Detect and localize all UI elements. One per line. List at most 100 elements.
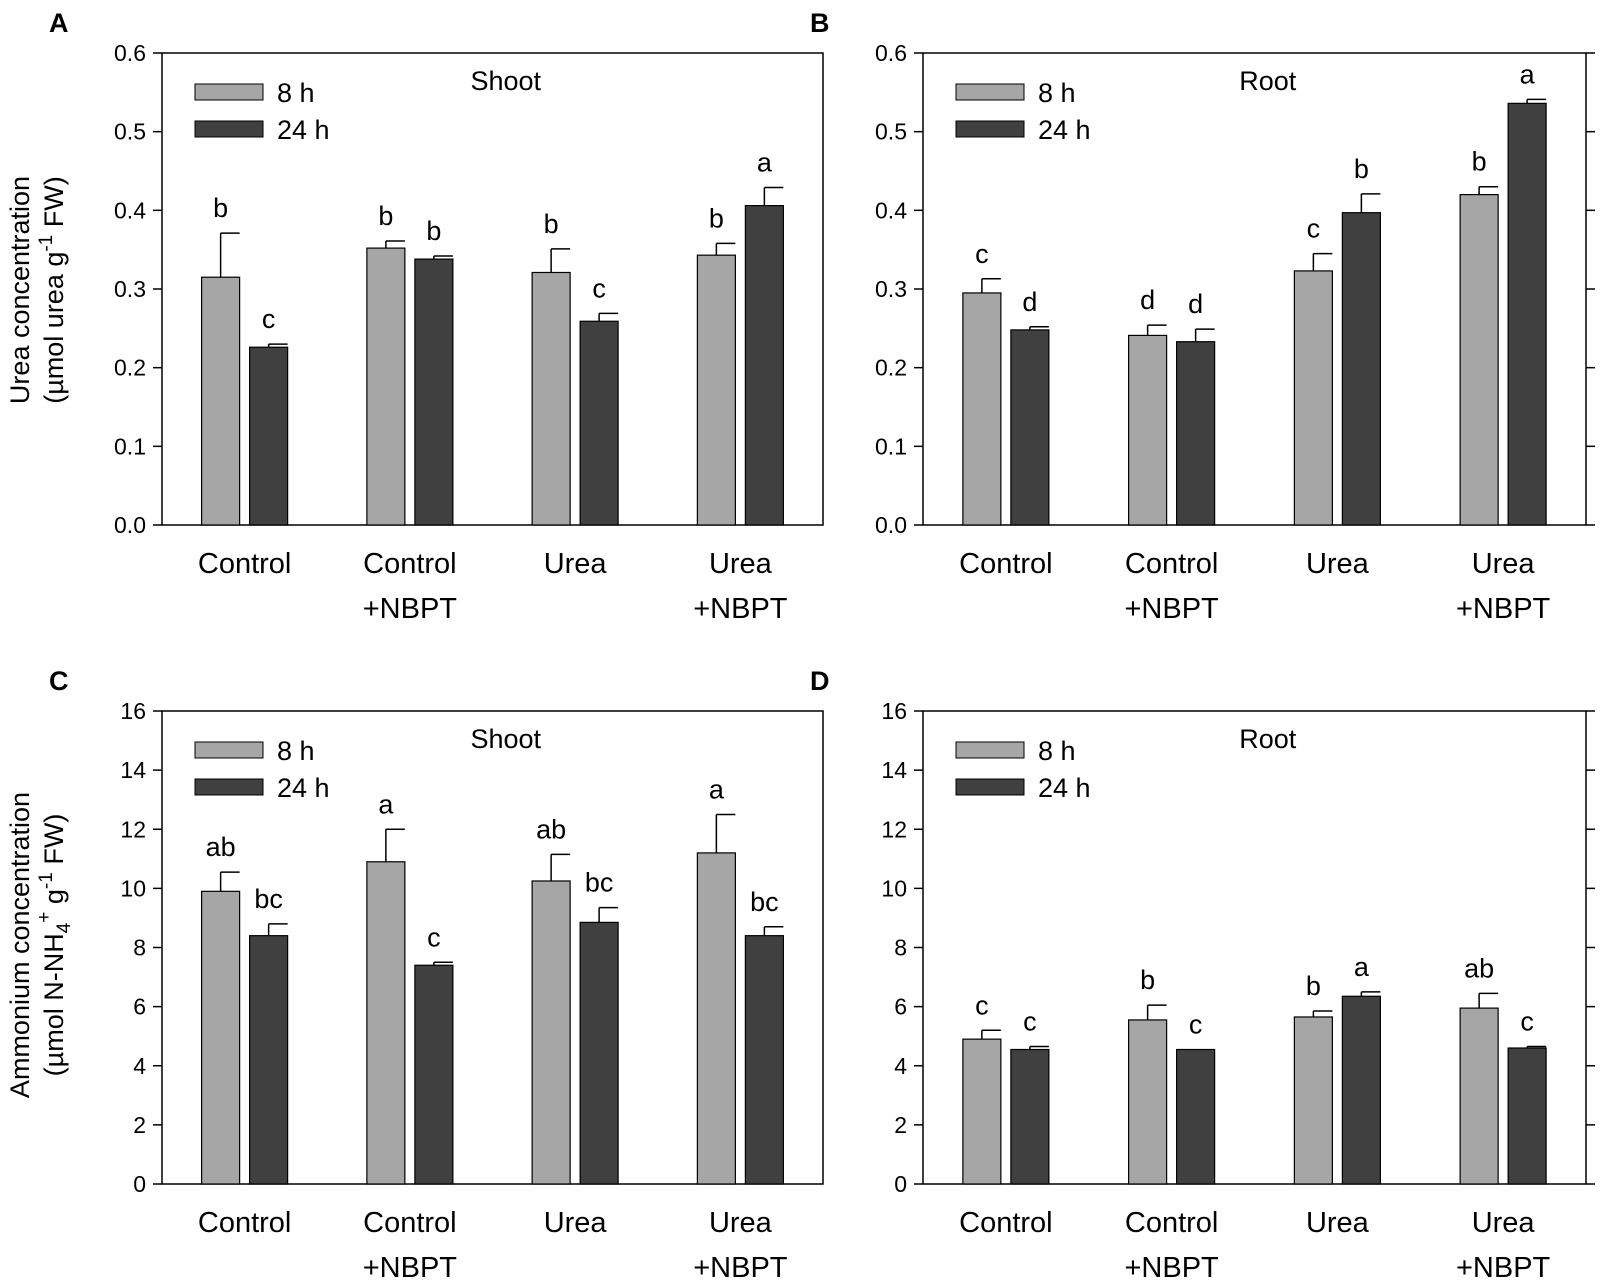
x-tick-label-c: Control bbox=[198, 1207, 292, 1239]
panel-letter-a: A bbox=[49, 8, 69, 38]
y-tick-label-a: 0.1 bbox=[114, 433, 146, 459]
significance-letter-c: ab bbox=[206, 832, 236, 862]
x-tick-label-d: Control bbox=[1125, 1207, 1219, 1239]
significance-letter-d: c bbox=[1023, 1007, 1037, 1037]
legend-label-a: 8 h bbox=[277, 78, 315, 108]
y-tick-label-d: 16 bbox=[881, 698, 907, 724]
y-axis-label-ammonium-post: FW) bbox=[39, 814, 69, 872]
x-tick-label-c: +NBPT bbox=[363, 1252, 458, 1284]
significance-letter-a: c bbox=[262, 304, 276, 334]
bar-d bbox=[1176, 1048, 1216, 1185]
y-tick-label-c: 6 bbox=[133, 994, 146, 1020]
y-tick-label-d: 6 bbox=[894, 994, 907, 1020]
y-tick-label-b: 0.3 bbox=[875, 276, 907, 302]
significance-letter-c: c bbox=[427, 922, 441, 952]
panel-letter-c: C bbox=[49, 666, 69, 696]
bar-d bbox=[1341, 995, 1381, 1185]
bar-c bbox=[579, 921, 619, 1185]
significance-letter-d: b bbox=[1306, 971, 1321, 1001]
significance-letter-b: d bbox=[1188, 289, 1203, 319]
x-tick-label-a: Control bbox=[198, 548, 292, 580]
legend-label-d: 24 h bbox=[1038, 773, 1091, 803]
bar-d bbox=[962, 1038, 1002, 1185]
bar-a bbox=[696, 254, 736, 526]
legend-swatch-b bbox=[955, 83, 1025, 101]
y-tick-label-b: 0.0 bbox=[875, 512, 907, 538]
x-tick-label-b: +NBPT bbox=[1456, 593, 1551, 625]
legend-swatch-c bbox=[194, 741, 264, 759]
bar-c bbox=[414, 964, 454, 1185]
y-tick-label-a: 0.2 bbox=[114, 355, 146, 381]
x-tick-label-d: +NBPT bbox=[1124, 1252, 1219, 1284]
bar-a bbox=[366, 247, 406, 526]
significance-letter-b: d bbox=[1140, 285, 1155, 315]
bar-a bbox=[414, 258, 454, 526]
significance-letter-c: a bbox=[378, 789, 394, 819]
legend-label-c: 24 h bbox=[277, 773, 330, 803]
legend-label-a: 24 h bbox=[277, 115, 330, 145]
y-axis-label-ammonium: Ammonium concentration (µmol N-NH4+ g-1 … bbox=[5, 792, 75, 1098]
y-tick-label-b: 0.5 bbox=[875, 119, 907, 145]
significance-letter-c: bc bbox=[585, 868, 614, 898]
significance-letter-b: c bbox=[1307, 214, 1321, 244]
significance-letter-d: c bbox=[975, 990, 989, 1020]
significance-letter-c: a bbox=[709, 774, 725, 804]
y-axis-label-ammonium-line2: (µmol N-NH4+ g-1 FW) bbox=[34, 814, 75, 1077]
y-tick-label-c: 4 bbox=[133, 1053, 146, 1079]
bar-c bbox=[531, 880, 571, 1185]
panel-b: B 0.0 0.1 0.2 0.3 0.4 0.5 0.6 Root 8 h 24 h c d Contr… bbox=[810, 8, 1595, 625]
significance-letter-d: c bbox=[1189, 1009, 1203, 1039]
y-tick-label-d: 14 bbox=[881, 757, 907, 783]
significance-letter-a: b bbox=[544, 209, 559, 239]
legend-label-d: 8 h bbox=[1038, 736, 1076, 766]
significance-letter-a: b bbox=[213, 193, 228, 223]
y-axis-label-urea-pre: (µmol urea g bbox=[39, 252, 69, 404]
x-tick-label-d: Urea bbox=[1472, 1207, 1536, 1239]
y-tick-label-b: 0.4 bbox=[875, 197, 907, 223]
x-tick-label-b: Control bbox=[959, 548, 1053, 580]
significance-letter-a: b bbox=[709, 203, 724, 233]
significance-letter-a: b bbox=[426, 216, 441, 246]
x-tick-label-c: Control bbox=[363, 1207, 457, 1239]
significance-letter-b: b bbox=[1472, 147, 1487, 177]
x-tick-label-c: +NBPT bbox=[693, 1252, 788, 1284]
y-axis-label-ammonium-sub: 4 bbox=[54, 922, 75, 933]
legend-label-b: 24 h bbox=[1038, 115, 1091, 145]
x-tick-label-a: +NBPT bbox=[363, 593, 458, 625]
y-axis-label-urea-post: FW) bbox=[39, 176, 69, 234]
bar-d bbox=[1507, 1047, 1547, 1185]
x-tick-label-d: Urea bbox=[1306, 1207, 1370, 1239]
panel-a: A 0.0 0.1 0.2 0.3 0.4 0.5 0.6 Shoot 8 h 24 h b c Cont… bbox=[49, 8, 824, 625]
bar-c bbox=[696, 852, 736, 1185]
x-tick-label-d: Control bbox=[959, 1207, 1053, 1239]
x-tick-label-c: Urea bbox=[709, 1207, 773, 1239]
y-tick-label-d: 2 bbox=[894, 1112, 907, 1138]
bar-a bbox=[531, 271, 571, 526]
x-tick-label-a: +NBPT bbox=[693, 593, 788, 625]
y-axis-label-urea-line1: Urea concentration bbox=[5, 176, 35, 404]
y-tick-label-c: 16 bbox=[120, 698, 146, 724]
significance-letter-b: b bbox=[1354, 154, 1369, 184]
y-tick-label-a: 0.6 bbox=[114, 40, 146, 66]
significance-letter-b: d bbox=[1022, 287, 1037, 317]
y-axis-label-urea-sup: -1 bbox=[36, 235, 57, 252]
bar-a bbox=[579, 320, 619, 526]
significance-letter-b: a bbox=[1520, 59, 1536, 89]
y-tick-label-d: 8 bbox=[894, 935, 907, 961]
y-tick-label-b: 0.2 bbox=[875, 355, 907, 381]
y-tick-label-d: 10 bbox=[881, 875, 907, 901]
legend-swatch-b bbox=[955, 120, 1025, 138]
significance-letter-b: c bbox=[975, 239, 989, 269]
legend-label-b: 8 h bbox=[1038, 78, 1076, 108]
significance-letter-a: a bbox=[757, 148, 773, 178]
legend-label-c: 8 h bbox=[277, 736, 315, 766]
y-tick-label-c: 0 bbox=[133, 1171, 146, 1197]
panel-title-c: Shoot bbox=[470, 724, 541, 754]
legend-swatch-c bbox=[194, 778, 264, 796]
y-tick-label-c: 2 bbox=[133, 1112, 146, 1138]
bar-c bbox=[744, 935, 784, 1185]
significance-letter-d: ab bbox=[1464, 953, 1494, 983]
bar-a bbox=[249, 346, 289, 526]
